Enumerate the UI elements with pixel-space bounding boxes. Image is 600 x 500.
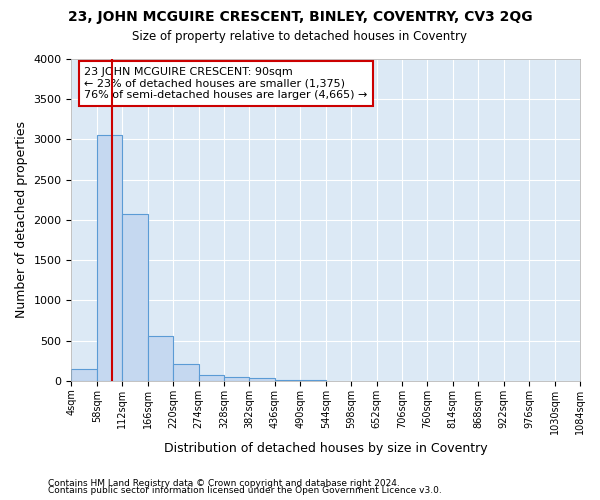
Bar	[71, 368, 97, 381]
Text: Size of property relative to detached houses in Coventry: Size of property relative to detached ho…	[133, 30, 467, 43]
Bar	[173, 364, 199, 381]
Text: Contains HM Land Registry data © Crown copyright and database right 2024.: Contains HM Land Registry data © Crown c…	[48, 478, 400, 488]
Bar	[300, 380, 326, 381]
X-axis label: Distribution of detached houses by size in Coventry: Distribution of detached houses by size …	[164, 442, 488, 455]
Bar	[224, 377, 250, 381]
Y-axis label: Number of detached properties: Number of detached properties	[15, 122, 28, 318]
Bar	[250, 378, 275, 381]
Text: 23 JOHN MCGUIRE CRESCENT: 90sqm
← 23% of detached houses are smaller (1,375)
76%: 23 JOHN MCGUIRE CRESCENT: 90sqm ← 23% of…	[84, 67, 367, 100]
Bar	[199, 374, 224, 381]
Bar	[148, 336, 173, 381]
Bar	[122, 214, 148, 381]
Bar	[275, 380, 300, 381]
Text: Contains public sector information licensed under the Open Government Licence v3: Contains public sector information licen…	[48, 486, 442, 495]
Bar	[97, 136, 122, 381]
Text: 23, JOHN MCGUIRE CRESCENT, BINLEY, COVENTRY, CV3 2QG: 23, JOHN MCGUIRE CRESCENT, BINLEY, COVEN…	[68, 10, 532, 24]
